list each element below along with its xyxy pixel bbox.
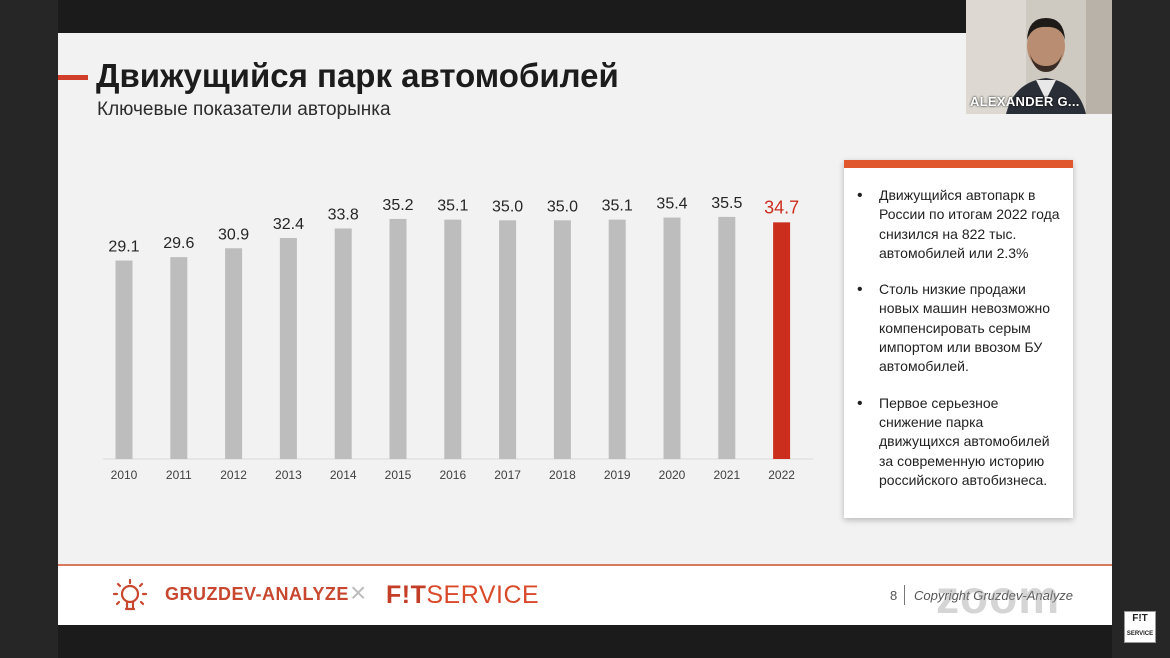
left-letterbox: [0, 0, 58, 658]
bar-value-label: 35.4: [656, 196, 687, 213]
note-item: Первое серьезное снижение парка движущих…: [857, 394, 1061, 490]
chart-bar: [225, 248, 243, 459]
bar-value-label: 33.8: [328, 206, 359, 223]
page-number: 8: [890, 588, 898, 603]
gruzdev-analyze-logo: GRUZDEV-ANALYZE: [165, 584, 349, 604]
chart-bar: [279, 238, 297, 459]
zoom-watermark: zoom: [936, 571, 1061, 623]
x-tick-label: 2013: [275, 468, 302, 482]
bar-chart-svg: 29.1 2010 29.6 2011 30.9 2012 32.4 2013 33.8 2014…: [103, 195, 813, 482]
notes-list: Движущийся автопарк в России по итогам 2…: [844, 168, 1073, 490]
note-item: Движущийся автопарк в России по итогам 2…: [857, 186, 1061, 263]
chart-bar: [718, 216, 736, 459]
footer-divider: [58, 564, 1112, 566]
bar-value-label: 35.1: [602, 198, 633, 215]
chart-bar: [608, 219, 626, 459]
slide-footer: GRUZDEV-ANALYZE × F!TSERVICE 8 Copyright…: [58, 566, 1112, 625]
x-tick-label: 2018: [549, 468, 576, 482]
title-accent-line: [58, 75, 88, 80]
x-tick-label: 2020: [659, 468, 686, 482]
copyright-text: Copyright Gruzdev-Analyze: [914, 588, 1073, 603]
fitservice-logo: F!TSERVICE: [386, 581, 539, 610]
chart-bar: [444, 219, 462, 459]
right-letterbox: [1112, 0, 1170, 658]
chart-bar: [389, 218, 407, 459]
x-tick-label: 2011: [166, 468, 192, 482]
slide-subtitle: Ключевые показатели авторынка: [97, 99, 391, 120]
x-tick-label: 2019: [604, 468, 631, 482]
badge-line2: SERVICE: [1126, 631, 1154, 637]
footer-separator: [904, 585, 905, 605]
fitservice-logo-suffix: SERVICE: [426, 581, 540, 609]
chart-bar: [170, 257, 188, 459]
chart-bar: [499, 220, 517, 459]
x-tick-label: 2017: [494, 468, 521, 482]
x-tick-label: 2014: [330, 468, 357, 482]
bar-value-label: 32.4: [273, 216, 304, 233]
bar-value-label: 29.6: [163, 235, 194, 252]
chart-bar: [334, 228, 352, 459]
bar-value-label: 29.1: [108, 239, 139, 256]
bar-value-label: 35.0: [547, 198, 578, 215]
bar-value-label: 35.5: [711, 195, 742, 212]
fitservice-badge: F!T SERVICE: [1124, 611, 1156, 643]
x-tick-label: 2015: [385, 468, 412, 482]
bar-value-label: 30.9: [218, 226, 249, 243]
chart-bar: [115, 260, 133, 459]
bar-chart: 29.1 2010 29.6 2011 30.9 2012 32.4 2013 33.8 2014…: [93, 183, 833, 498]
chart-bar: [553, 220, 571, 459]
note-item: Столь низкие продажи новых машин невозмо…: [857, 280, 1061, 376]
lightbulb-icon: [112, 578, 148, 611]
participant-video-tile[interactable]: ALEXANDER G...: [966, 0, 1112, 114]
bar-value-label: 35.1: [437, 198, 468, 215]
chart-bar: [663, 217, 681, 459]
x-tick-label: 2016: [439, 468, 466, 482]
x-tick-label: 2012: [220, 468, 247, 482]
bar-value-label: 35.2: [382, 197, 413, 214]
chart-bar: [773, 222, 791, 459]
x-tick-label: 2022: [768, 468, 795, 482]
fitservice-logo-prefix: F!T: [386, 581, 427, 609]
bar-value-label: 34.7: [764, 197, 799, 217]
slide-title: Движущийся парк автомобилей: [96, 57, 619, 94]
participant-name: ALEXANDER G...: [970, 94, 1080, 109]
notes-card: Движущийся автопарк в России по итогам 2…: [844, 160, 1073, 518]
participant-video-image: [966, 0, 1112, 114]
badge-line1: F!T: [1132, 613, 1148, 624]
presentation-slide: Движущийся парк автомобилей Ключевые пок…: [58, 33, 1112, 625]
bar-value-label: 35.0: [492, 198, 523, 215]
x-tick-label: 2021: [713, 468, 740, 482]
logo-separator: ×: [350, 577, 367, 608]
x-tick-label: 2010: [111, 468, 138, 482]
